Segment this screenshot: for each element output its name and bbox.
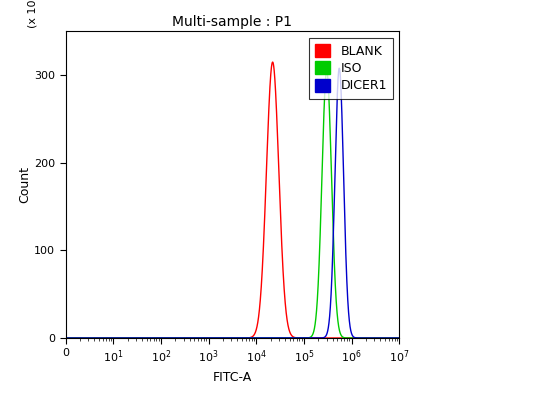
- DICER1: [310, 336, 317, 340]
- BLANK: [396, 336, 403, 340]
- Line: DICER1: DICER1: [66, 68, 399, 338]
- Line: BLANK: BLANK: [66, 62, 399, 338]
- Line: ISO: ISO: [66, 71, 399, 338]
- ISO: [396, 336, 403, 340]
- ISO: [243, 336, 250, 340]
- DICER1: [85, 336, 91, 340]
- Y-axis label: Count: Count: [18, 166, 31, 203]
- DICER1: [143, 336, 149, 340]
- BLANK: [269, 60, 276, 64]
- BLANK: [190, 336, 197, 340]
- ISO: [190, 336, 197, 340]
- Legend: BLANK, ISO, DICER1: BLANK, ISO, DICER1: [309, 38, 393, 99]
- ISO: [310, 331, 317, 335]
- DICER1: [336, 66, 342, 71]
- BLANK: [243, 336, 250, 340]
- DICER1: [190, 336, 197, 340]
- BLANK: [143, 336, 149, 340]
- ISO: [323, 68, 330, 73]
- BLANK: [85, 336, 91, 340]
- Text: (x 10¹): (x 10¹): [27, 0, 37, 28]
- DICER1: [263, 336, 270, 340]
- DICER1: [62, 336, 69, 340]
- X-axis label: FITC-A: FITC-A: [213, 371, 252, 384]
- ISO: [62, 336, 69, 340]
- BLANK: [310, 336, 317, 340]
- DICER1: [243, 336, 250, 340]
- BLANK: [263, 165, 270, 169]
- BLANK: [62, 336, 69, 340]
- Title: Multi-sample : P1: Multi-sample : P1: [172, 15, 293, 29]
- DICER1: [396, 336, 403, 340]
- ISO: [143, 336, 149, 340]
- ISO: [85, 336, 91, 340]
- ISO: [263, 336, 270, 340]
